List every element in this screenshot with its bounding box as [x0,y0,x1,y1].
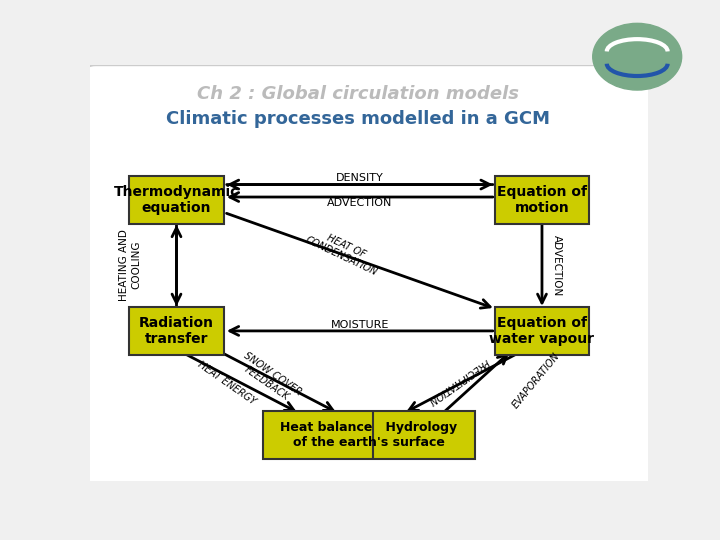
Text: ADVECTION: ADVECTION [552,234,562,296]
FancyBboxPatch shape [129,307,224,355]
Text: DENSITY: DENSITY [336,173,384,183]
Text: HEAT OF
CONDENSATION: HEAT OF CONDENSATION [304,225,384,278]
Text: Radiation
transfer: Radiation transfer [139,316,214,346]
FancyBboxPatch shape [129,176,224,224]
Text: ADVECTION: ADVECTION [328,198,392,208]
Text: SNOW COVER
FEEDBACK: SNOW COVER FEEDBACK [235,350,304,407]
Circle shape [593,23,682,90]
Text: MOISTURE: MOISTURE [331,320,390,330]
FancyBboxPatch shape [495,176,590,224]
Text: HEAT ENERGY: HEAT ENERGY [196,360,258,407]
Text: HEATING AND
COOLING: HEATING AND COOLING [120,230,141,301]
FancyBboxPatch shape [263,411,475,459]
Text: Heat balance   Hydrology
of the earth's surface: Heat balance Hydrology of the earth's su… [280,421,458,449]
Text: PRECIPITATION: PRECIPITATION [426,356,490,406]
Text: Equation of
motion: Equation of motion [497,185,587,215]
Text: Ch 2 : Global circulation models: Ch 2 : Global circulation models [197,85,519,103]
Text: Thermodynamic
equation: Thermodynamic equation [114,185,239,215]
Text: EVAPORATION: EVAPORATION [510,351,562,410]
FancyBboxPatch shape [495,307,590,355]
Text: Climatic processes modelled in a GCM: Climatic processes modelled in a GCM [166,110,550,128]
Text: Equation of
water vapour: Equation of water vapour [490,316,595,346]
FancyBboxPatch shape [84,65,654,485]
